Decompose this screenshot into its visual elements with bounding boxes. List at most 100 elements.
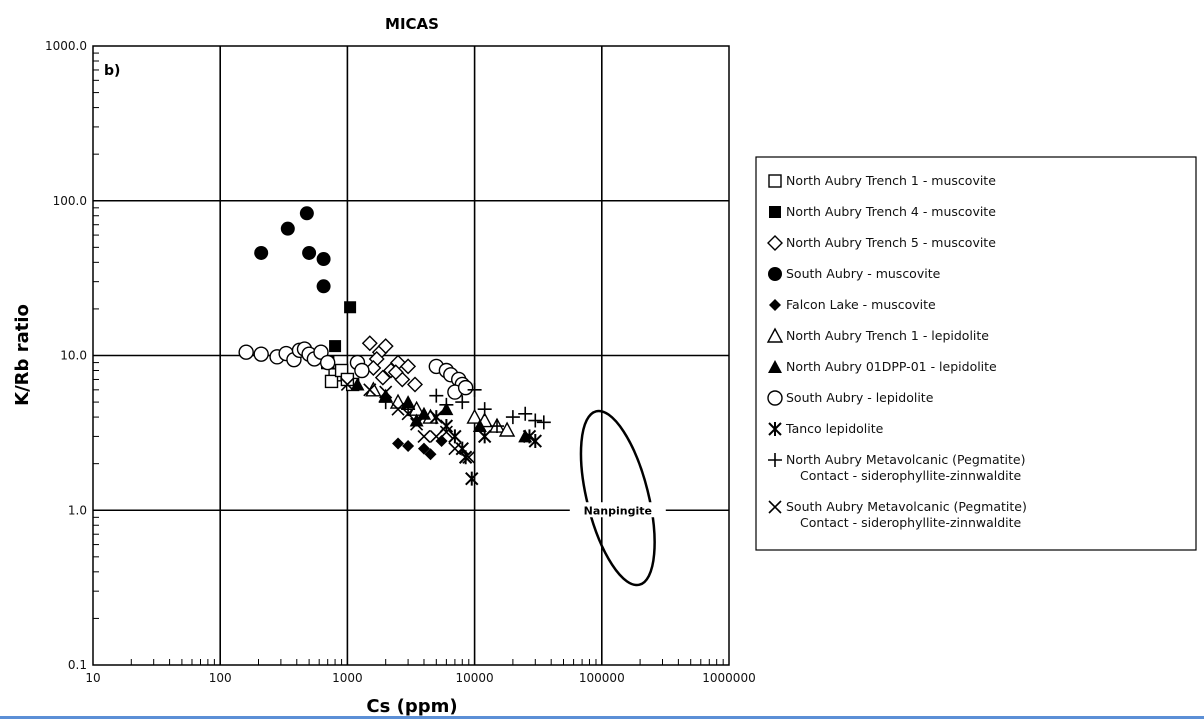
x-axis-title: Cs (ppm) bbox=[366, 696, 457, 716]
nanpingite-label-bg bbox=[569, 502, 666, 518]
data-point bbox=[424, 448, 437, 461]
data-point bbox=[253, 346, 269, 362]
data-point bbox=[302, 245, 317, 260]
data-point bbox=[316, 252, 331, 267]
x-tick-label: 1000 bbox=[332, 671, 363, 685]
legend-label: North Aubry Trench 1 - lepidolite bbox=[786, 328, 989, 343]
data-point bbox=[472, 419, 487, 433]
data-point bbox=[458, 450, 473, 465]
legend-label: Contact - siderophyllite-zinnwaldite bbox=[800, 515, 1022, 530]
legend-label: North Aubry Trench 1 - muscovite bbox=[786, 173, 996, 188]
data-point bbox=[407, 376, 423, 393]
data-point bbox=[489, 419, 504, 434]
data-point bbox=[448, 442, 462, 456]
legend-label: Falcon Lake - muscovite bbox=[786, 297, 936, 312]
legend: North Aubry Trench 1 - muscovite North Au… bbox=[766, 173, 1027, 530]
nanpingite-label: Nanpingite bbox=[584, 504, 652, 517]
y-tick-label: 1.0 bbox=[68, 503, 87, 517]
data-point bbox=[416, 406, 431, 420]
legend-item: South Aubry - muscovite bbox=[768, 266, 941, 281]
data-point bbox=[391, 402, 405, 416]
data-point bbox=[417, 429, 431, 443]
y-tick-label: 0.1 bbox=[68, 658, 87, 672]
data-point bbox=[379, 385, 393, 399]
y-tick-label: 1000.0 bbox=[45, 39, 87, 53]
data-point bbox=[377, 338, 394, 355]
data-point bbox=[374, 369, 391, 386]
x-tick-label: 100000 bbox=[579, 671, 625, 685]
data-point bbox=[467, 382, 482, 397]
data-point bbox=[439, 425, 453, 439]
data-point bbox=[280, 221, 295, 236]
data-point bbox=[410, 417, 424, 431]
data-point bbox=[448, 429, 462, 444]
data-point bbox=[319, 354, 336, 371]
data-point bbox=[505, 410, 520, 425]
data-point bbox=[340, 377, 354, 392]
data-point bbox=[316, 279, 331, 294]
data-point bbox=[365, 360, 382, 377]
legend-marker bbox=[769, 299, 781, 311]
y-axis-title: K/Rb ratio bbox=[12, 304, 33, 406]
data-point bbox=[329, 340, 342, 353]
x-tick-label: 100 bbox=[209, 671, 232, 685]
data-point bbox=[518, 406, 533, 421]
legend-box bbox=[755, 156, 1197, 551]
legend-label: North Aubry Trench 5 - muscovite bbox=[786, 235, 996, 250]
x-tick-label: 10000 bbox=[456, 671, 494, 685]
legend-label: North Aubry Trench 4 - muscovite bbox=[786, 204, 996, 219]
legend-label: South Aubry Metavolcanic (Pegmatite) bbox=[786, 499, 1027, 514]
data-point bbox=[344, 301, 357, 314]
data-point bbox=[429, 388, 444, 403]
data-point bbox=[439, 419, 454, 434]
data-point bbox=[498, 421, 516, 437]
data-point bbox=[536, 415, 551, 430]
tick-marks bbox=[93, 52, 724, 665]
legend-label: South Aubry - lepidolite bbox=[786, 390, 934, 405]
data-point bbox=[350, 377, 365, 391]
data-point bbox=[401, 395, 416, 409]
y-tick-label: 100.0 bbox=[53, 194, 87, 208]
nanpingite-region: Nanpingite bbox=[569, 409, 666, 587]
data-point bbox=[299, 206, 314, 221]
data-point bbox=[378, 395, 393, 410]
legend-item: North Aubry Trench 5 - muscovite bbox=[767, 235, 996, 251]
panel-label: b) bbox=[104, 63, 120, 79]
data-point bbox=[400, 358, 417, 375]
legend-item: North Aubry Trench 1 - muscovite bbox=[768, 173, 996, 188]
legend-item: South Aubry Metavolcanic (Pegmatite)Cont… bbox=[768, 499, 1027, 530]
legend-item: Tanco lepidolite bbox=[768, 421, 884, 436]
legend-item: North Aubry Trench 4 - muscovite bbox=[769, 204, 996, 219]
legend-item: North Aubry 01DPP-01 - lepidolite bbox=[768, 359, 997, 374]
grid bbox=[93, 46, 729, 665]
data-point bbox=[402, 440, 415, 453]
legend-marker bbox=[768, 453, 782, 467]
chart-title: MICAS bbox=[385, 15, 439, 33]
data-point bbox=[429, 429, 443, 443]
legend-label: Contact - siderophyllite-zinnwaldite bbox=[800, 468, 1022, 483]
data-point bbox=[238, 344, 254, 360]
legend-item: South Aubry - lepidolite bbox=[767, 390, 934, 406]
data-point bbox=[401, 407, 415, 421]
legend-label: South Aubry - muscovite bbox=[786, 266, 941, 281]
legend-item: North Aubry Trench 1 - lepidolite bbox=[766, 327, 989, 343]
nanpingite-ellipse bbox=[579, 409, 656, 587]
data-point bbox=[324, 374, 339, 389]
legend-marker bbox=[769, 206, 781, 218]
data-point bbox=[522, 429, 537, 444]
data-points bbox=[238, 206, 551, 486]
y-tick-label: 10.0 bbox=[60, 349, 87, 363]
x-tick-label: 10 bbox=[85, 671, 100, 685]
legend-item: Falcon Lake - muscovite bbox=[769, 297, 936, 312]
legend-marker bbox=[766, 327, 784, 343]
legend-marker bbox=[768, 500, 782, 514]
legend-marker bbox=[767, 235, 783, 251]
data-point bbox=[466, 408, 483, 424]
data-point bbox=[457, 379, 474, 396]
data-point bbox=[439, 397, 454, 412]
data-point bbox=[387, 364, 404, 381]
bottom-strip bbox=[0, 716, 1204, 719]
legend-label: Tanco lepidolite bbox=[785, 421, 884, 436]
data-point bbox=[254, 245, 269, 260]
